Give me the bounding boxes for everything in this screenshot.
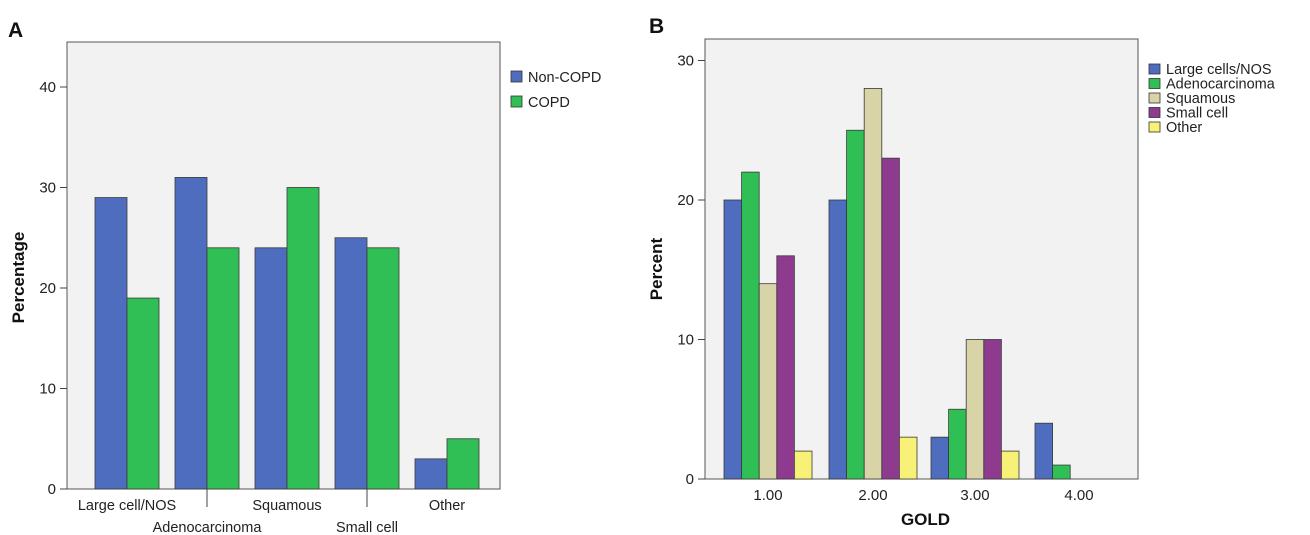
panel-b-legend-label: Small cell — [1166, 106, 1228, 122]
panel-a-legend-swatch — [510, 70, 523, 83]
panel-b-bar — [948, 408, 967, 480]
panel-a-legend-swatch — [510, 95, 523, 108]
panel-b-x-tick-label: 4.00 — [1064, 487, 1093, 504]
panel-a-x-tick-label: Squamous — [252, 498, 321, 514]
panel-b-bar — [863, 88, 883, 480]
panel-a-legend-label: COPD — [528, 95, 570, 111]
panel-b-y-axis-title: Percent — [647, 237, 666, 300]
panel-b-label: B — [649, 15, 664, 38]
panel-b-bar — [828, 199, 848, 480]
panel-a-bar — [206, 247, 240, 490]
panel-a-bar — [286, 187, 320, 490]
panel-a-legend-label: Non-COPD — [528, 70, 601, 86]
panel-b-legend-swatch — [1148, 63, 1161, 75]
panel-a-legend: Non-COPD COPD — [510, 70, 601, 111]
panel-a-chart: A 0 10 20 30 40 Percentage Large cell/NOS Adenoc… — [8, 19, 601, 535]
panel-b-bar — [983, 339, 1002, 480]
panel-b-y-tick-label: 0 — [686, 471, 694, 488]
panel-b-bar — [1052, 464, 1071, 480]
panel-b-x-tick-label: 3.00 — [960, 487, 989, 504]
panel-b-bar — [758, 283, 778, 480]
panel-b-legend-swatch — [1148, 78, 1161, 89]
panel-a-bar — [94, 197, 128, 490]
panel-b-bar — [930, 436, 950, 480]
panel-b-legend-swatch — [1148, 92, 1161, 104]
panel-b-legend: Large cells/NOSAdenocarcinomaSquamousSma… — [1148, 62, 1276, 136]
panel-b-bar — [741, 171, 760, 480]
panel-a-x-tick-label: Large cell/NOS — [78, 498, 176, 514]
panel-a-y-axis-title: Percentage — [9, 232, 28, 324]
panel-b-bar — [1034, 422, 1054, 480]
panel-b-bar — [881, 157, 900, 480]
panel-a-y-tick-label: 30 — [39, 180, 56, 197]
panel-a-bar — [334, 237, 368, 490]
panel-b-bar — [965, 339, 985, 480]
panel-a-x-tick-label: Other — [429, 498, 465, 514]
panel-a-bar — [414, 458, 448, 490]
panel-a-bar — [126, 297, 160, 490]
panel-a-y-tick-label: 40 — [39, 79, 56, 96]
panel-b-bar — [723, 199, 743, 480]
panel-a-bar — [366, 247, 400, 490]
panel-a-y-tick-label: 10 — [39, 381, 56, 398]
panel-a-y-tick-label: 20 — [39, 280, 56, 297]
panel-a-bar — [254, 247, 288, 490]
panel-b-legend-swatch — [1148, 107, 1161, 118]
panel-b-legend-label: Adenocarcinoma — [1166, 77, 1276, 93]
panel-b-bar — [1001, 450, 1020, 480]
panel-b-y-tick-label: 10 — [677, 332, 694, 349]
panel-a-y-tick-label: 0 — [48, 481, 56, 498]
panel-a-x-tick-label: Small cell — [336, 520, 398, 535]
panel-a-bar — [446, 438, 480, 490]
panel-b-chart: B 0 10 20 30 Percent 1.00 2.00 3.00 4.00 GOLD Large… — [647, 15, 1276, 529]
panel-b-legend-label: Squamous — [1166, 91, 1235, 107]
panel-b-bar — [776, 255, 795, 480]
panel-a-bar — [174, 177, 208, 490]
panel-a-x-tick-label: Adenocarcinoma — [153, 520, 263, 535]
panel-b-x-tick-label: 1.00 — [753, 487, 782, 504]
panel-b-legend-label: Other — [1166, 120, 1202, 136]
panel-a-label: A — [8, 19, 23, 42]
panel-b-y-tick-label: 30 — [677, 53, 694, 70]
panel-b-bar — [794, 450, 813, 480]
panel-b-x-axis-title: GOLD — [901, 510, 950, 529]
panel-b-bar — [846, 129, 865, 480]
panel-b-legend-swatch — [1148, 121, 1161, 133]
panel-b-x-tick-label: 2.00 — [858, 487, 887, 504]
panel-b-y-tick-label: 20 — [677, 192, 694, 209]
panel-b-legend-label: Large cells/NOS — [1166, 62, 1272, 78]
panel-b-bar — [899, 436, 918, 480]
